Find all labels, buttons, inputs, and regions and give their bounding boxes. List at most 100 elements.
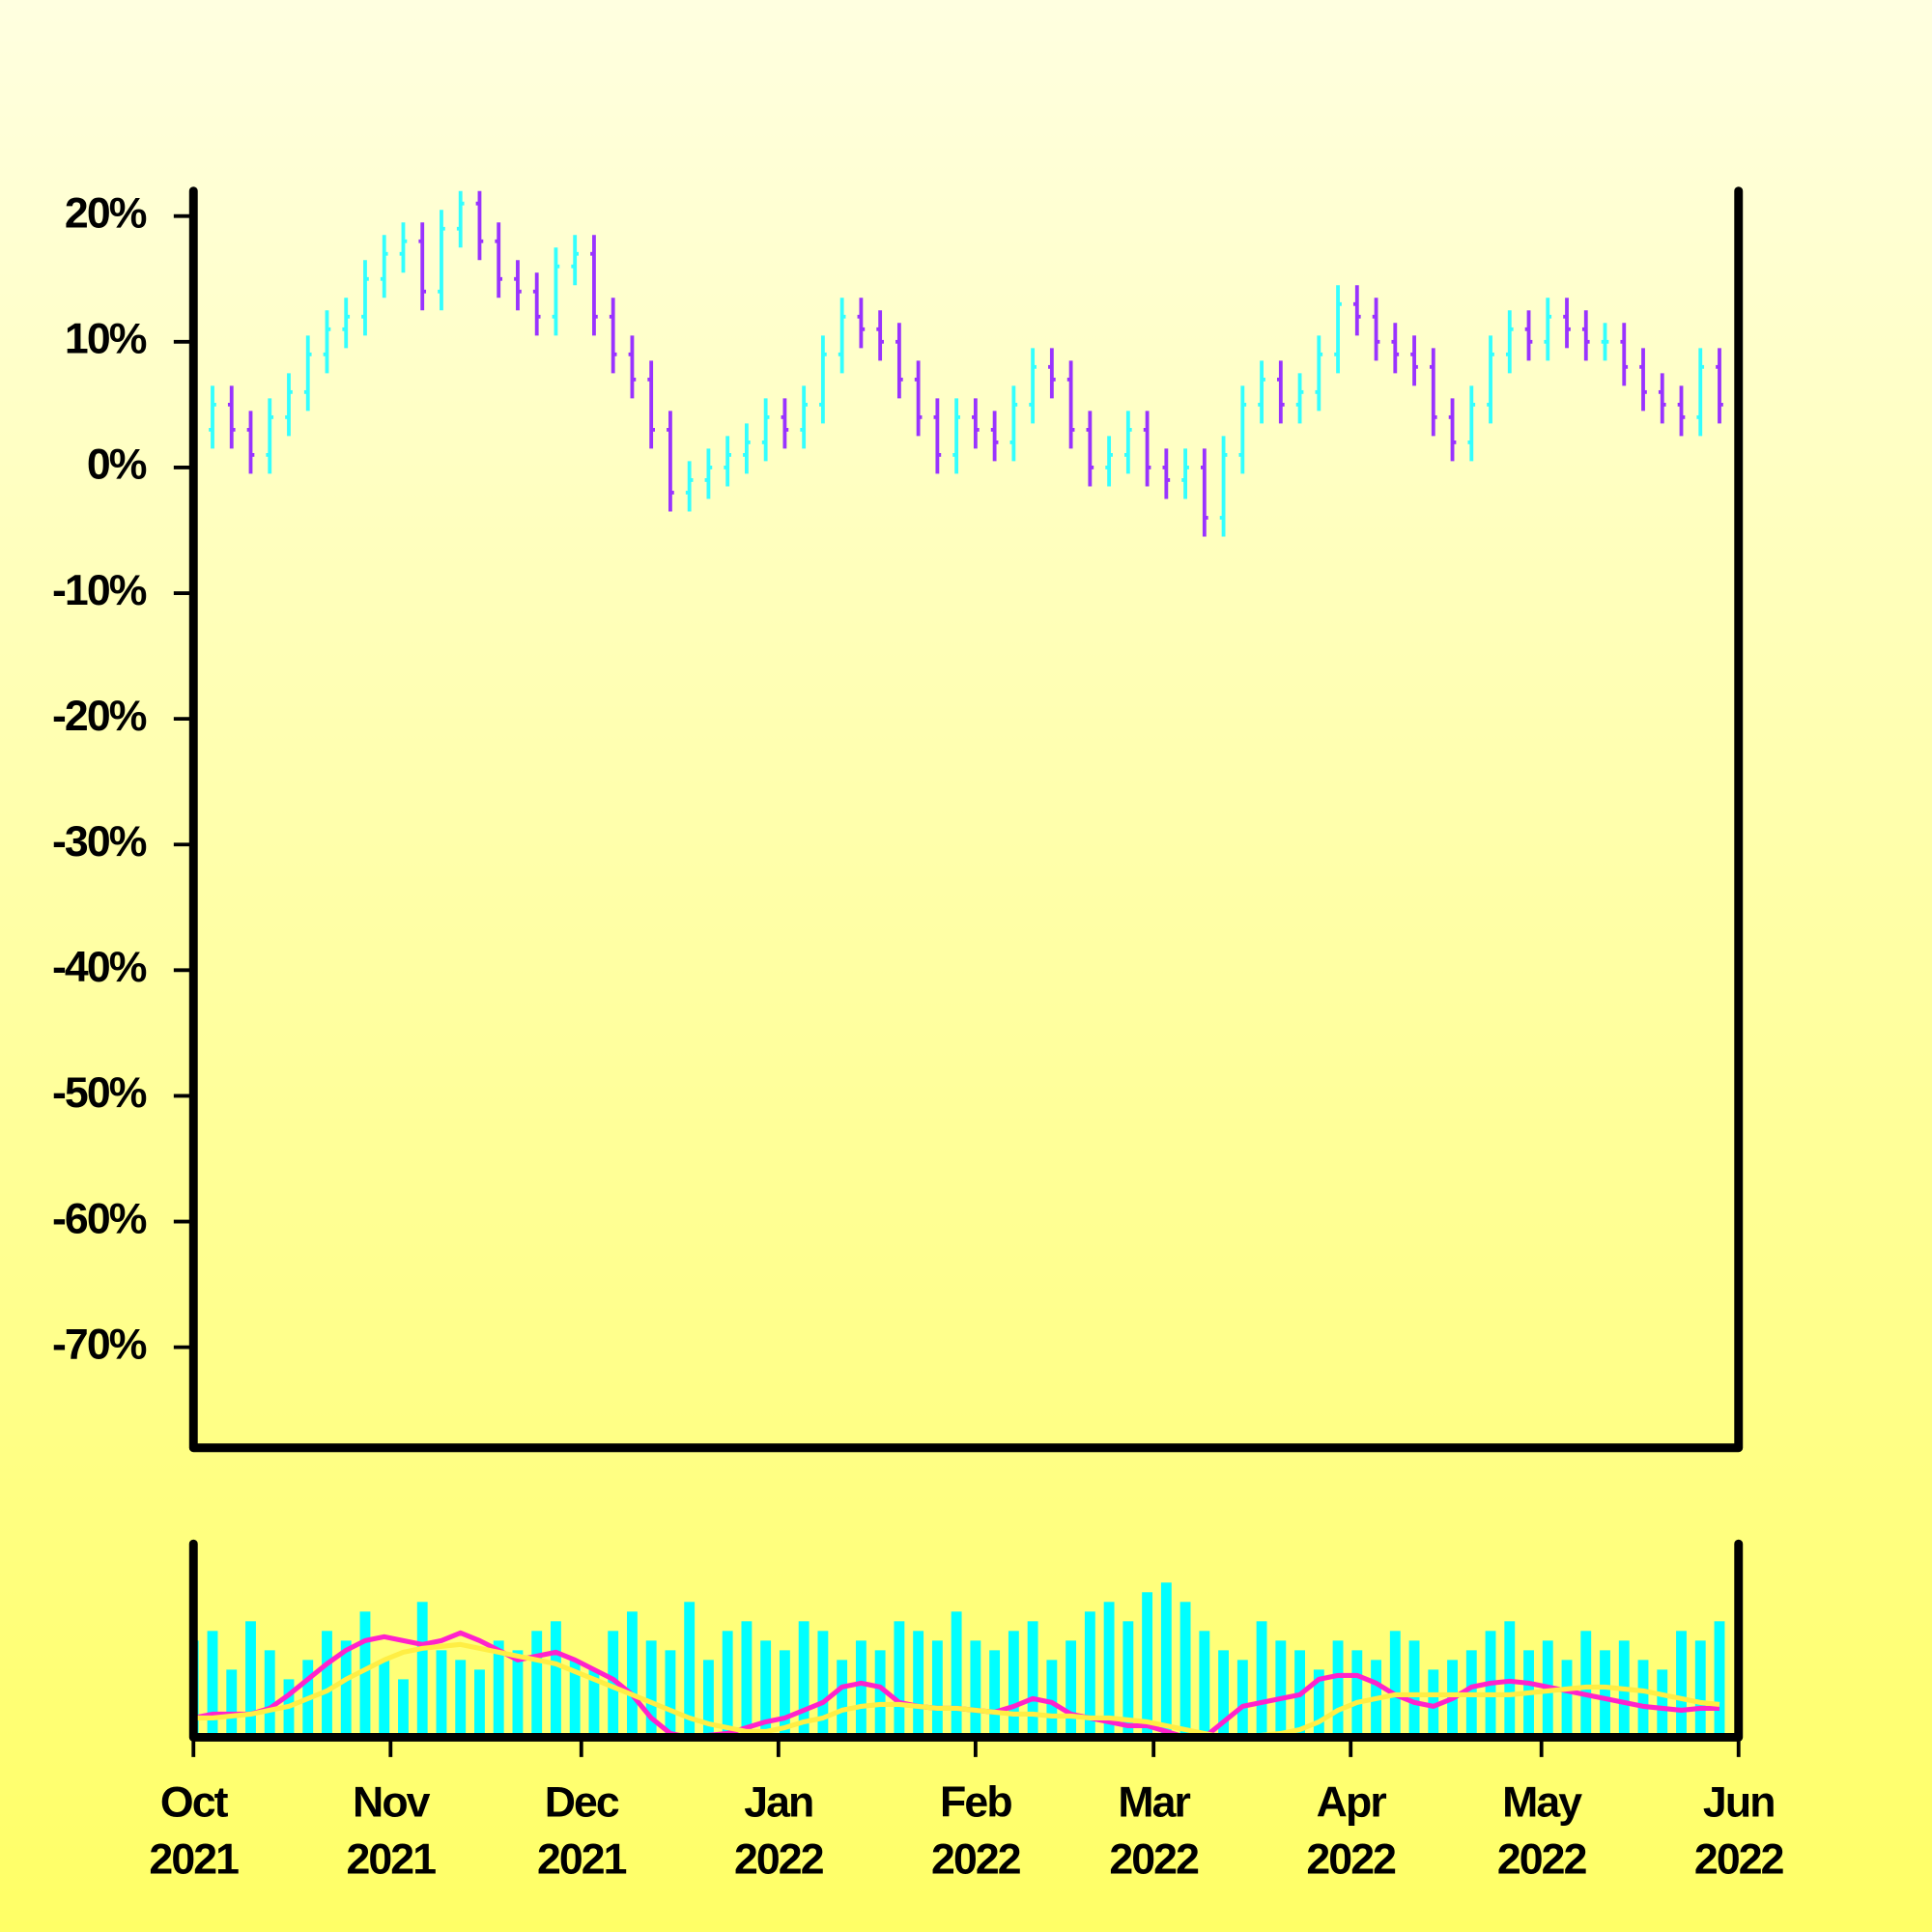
volume-bar: [1275, 1640, 1287, 1738]
volume-bar: [1389, 1631, 1401, 1738]
volume-bar: [1084, 1611, 1095, 1738]
x-tick-label: Feb 2022: [931, 1778, 1021, 1883]
volume-bar: [264, 1650, 275, 1738]
x-tick-label: Jan 2022: [734, 1778, 824, 1883]
volume-bar: [455, 1660, 467, 1738]
y-tick-label: -30%: [52, 818, 147, 866]
volume-bar: [1256, 1621, 1267, 1738]
x-tick-label-line: Jan: [744, 1778, 812, 1826]
volume-bar: [1600, 1650, 1610, 1738]
volume-bar: [1008, 1631, 1019, 1738]
x-tick-label-line: Mar: [1118, 1778, 1190, 1826]
volume-bar: [970, 1640, 981, 1738]
volume-bar: [1027, 1621, 1038, 1738]
x-tick-label-line: 2021: [537, 1835, 627, 1883]
y-tick-label: 20%: [65, 190, 147, 238]
volume-bar: [1657, 1669, 1668, 1738]
volume-bar: [741, 1621, 753, 1738]
x-tick-label-line: 2022: [1109, 1835, 1199, 1883]
y-tick-label: -20%: [52, 693, 147, 740]
volume-bar: [398, 1679, 409, 1738]
volume-spines: [188, 1539, 1744, 1742]
volume-bar: [1218, 1650, 1230, 1738]
volume-bar: [1676, 1631, 1687, 1738]
volume-bar: [588, 1669, 600, 1738]
volume-bar: [874, 1650, 886, 1738]
volume-bar: [226, 1669, 238, 1738]
volume-bar: [645, 1640, 657, 1738]
volume-bar: [684, 1602, 696, 1738]
y-tick-label: -40%: [52, 944, 147, 991]
x-tick-label-line: 2021: [346, 1835, 436, 1883]
price-plot: [193, 190, 1723, 537]
x-tick-label-line: 2022: [1306, 1835, 1396, 1883]
x-tick-label-line: Oct: [160, 1778, 229, 1826]
volume-bar: [665, 1650, 676, 1738]
x-tick-label: Nov 2021: [346, 1778, 436, 1883]
x-tick-label: Mar 2022: [1109, 1778, 1199, 1883]
volume-bar: [1580, 1631, 1592, 1738]
x-tick-label: Jun 2022: [1694, 1778, 1784, 1883]
y-tick-label: -70%: [52, 1321, 147, 1368]
volume-bar: [1122, 1621, 1134, 1738]
volume-bar: [989, 1650, 1001, 1738]
volume-bar: [207, 1631, 218, 1738]
x-tick-label-line: 2022: [1694, 1835, 1784, 1883]
x-tick-label-line: Dec: [545, 1778, 619, 1826]
volume-bar: [245, 1621, 256, 1738]
volume-bar: [855, 1640, 867, 1738]
x-tick-label: Dec 2021: [537, 1778, 627, 1883]
volume-bar: [322, 1631, 332, 1738]
volume-bar: [722, 1631, 733, 1738]
x-tick-label-line: Jun: [1703, 1778, 1775, 1826]
volume-bar: [894, 1621, 905, 1738]
x-tick-label-line: 2021: [149, 1835, 239, 1883]
x-tick-label-line: Nov: [353, 1778, 431, 1826]
volume-bar: [1142, 1592, 1153, 1738]
axes: 20% 10% 0% -10% -20% -30% -40% -50% -60% -70% Oct 2…: [52, 186, 1786, 1883]
volume-bar: [1103, 1602, 1115, 1738]
x-tick-label-line: 2022: [1497, 1835, 1587, 1883]
volume-bar: [531, 1631, 543, 1738]
volume-bar: [1714, 1621, 1725, 1738]
y-tick-label: 10%: [65, 316, 147, 363]
volume-bar: [1694, 1640, 1706, 1738]
volume-bar: [931, 1640, 943, 1738]
volume-bar: [436, 1650, 447, 1738]
x-tick-label-line: Apr: [1317, 1778, 1387, 1826]
volume-bar: [1065, 1640, 1077, 1738]
volume-bar: [702, 1660, 714, 1738]
volume-bar: [779, 1650, 790, 1738]
volume-bar: [913, 1631, 924, 1738]
y-tick-label: -10%: [52, 567, 147, 614]
x-tick-label-line: 2022: [734, 1835, 824, 1883]
volume-average: [193, 1641, 1720, 1738]
volume-bar: [1351, 1650, 1363, 1738]
volume-bar: [1428, 1669, 1439, 1738]
volume-bar: [416, 1602, 428, 1738]
volume-bar: [817, 1631, 829, 1738]
volume-bar: [359, 1611, 371, 1738]
volume-bar: [551, 1621, 561, 1738]
y-tick-label: -50%: [52, 1069, 147, 1117]
volume-bar: [379, 1660, 390, 1738]
x-tick-label: Apr 2022: [1306, 1778, 1396, 1883]
volume-bar: [951, 1611, 962, 1738]
volume-bar: [1160, 1582, 1172, 1738]
volume-bar: [1408, 1640, 1420, 1738]
volume-bar: [1561, 1660, 1573, 1738]
volume-bar: [760, 1640, 772, 1738]
volume-bar: [1637, 1660, 1649, 1738]
volume-bar: [1046, 1660, 1058, 1738]
x-tick-label-line: May: [1502, 1778, 1582, 1826]
volume-bar: [1199, 1631, 1210, 1738]
volume-bar: [837, 1660, 848, 1738]
y-tick-label: -60%: [52, 1195, 147, 1242]
volume-bar: [798, 1621, 810, 1738]
volume-plot: [193, 1582, 1725, 1738]
volume-bar: [1332, 1640, 1344, 1738]
x-tick-label-line: Feb: [940, 1778, 1011, 1826]
price-spines: [188, 186, 1744, 1453]
